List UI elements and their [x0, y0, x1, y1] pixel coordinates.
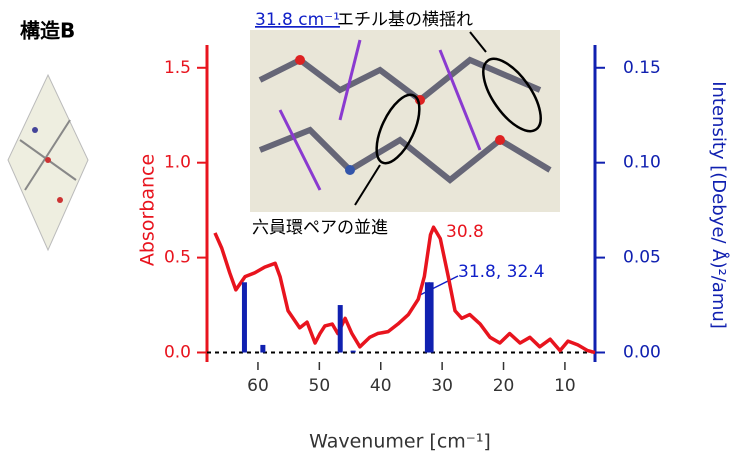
y2-tick-label: 0.05	[623, 248, 661, 268]
chart-title: 構造B	[20, 19, 75, 43]
y-tick-label: 1.5	[164, 58, 191, 78]
x-tick-label: 40	[370, 376, 392, 396]
x-tick-label: 20	[493, 376, 515, 396]
y-axis-label: Absorbance	[137, 154, 159, 266]
intensity-bar	[351, 351, 356, 353]
y-tick-label: 1.0	[164, 153, 191, 173]
molecule-image	[250, 30, 560, 212]
x-axis-label: Wavenumer [cm⁻¹]	[309, 431, 491, 453]
y2-tick-label: 0.10	[623, 153, 661, 173]
annotation: 30.8	[446, 222, 484, 242]
intensity-bar	[242, 282, 247, 352]
intensity-bar	[260, 345, 265, 353]
chart: 構造B 31.8 cm⁻¹ Wavenumer [cm⁻¹] Absorbanc…	[0, 0, 739, 462]
crystal-image	[8, 75, 88, 250]
x-tick-label: 60	[247, 376, 269, 396]
annotation: 31.8, 32.4	[458, 262, 545, 282]
annotation: 六員環ペアの並進	[252, 218, 388, 238]
y2-tick-label: 0.00	[623, 343, 661, 363]
intensity-bar	[429, 282, 434, 352]
y2-tick-label: 0.15	[623, 58, 661, 78]
y-tick-label: 0.0	[164, 343, 191, 363]
absorbance-line	[215, 227, 595, 352]
image-label: 31.8 cm⁻¹	[255, 10, 340, 30]
y-tick-label: 0.5	[164, 248, 191, 268]
annotation: エチル基の横揺れ	[337, 10, 473, 30]
intensity-bar	[338, 305, 343, 352]
x-tick-label: 10	[554, 376, 576, 396]
x-tick-label: 50	[309, 376, 331, 396]
x-tick-label: 30	[431, 376, 453, 396]
y2-axis-label: Intensity [(Debye/ Å)²/amu]	[708, 81, 730, 329]
